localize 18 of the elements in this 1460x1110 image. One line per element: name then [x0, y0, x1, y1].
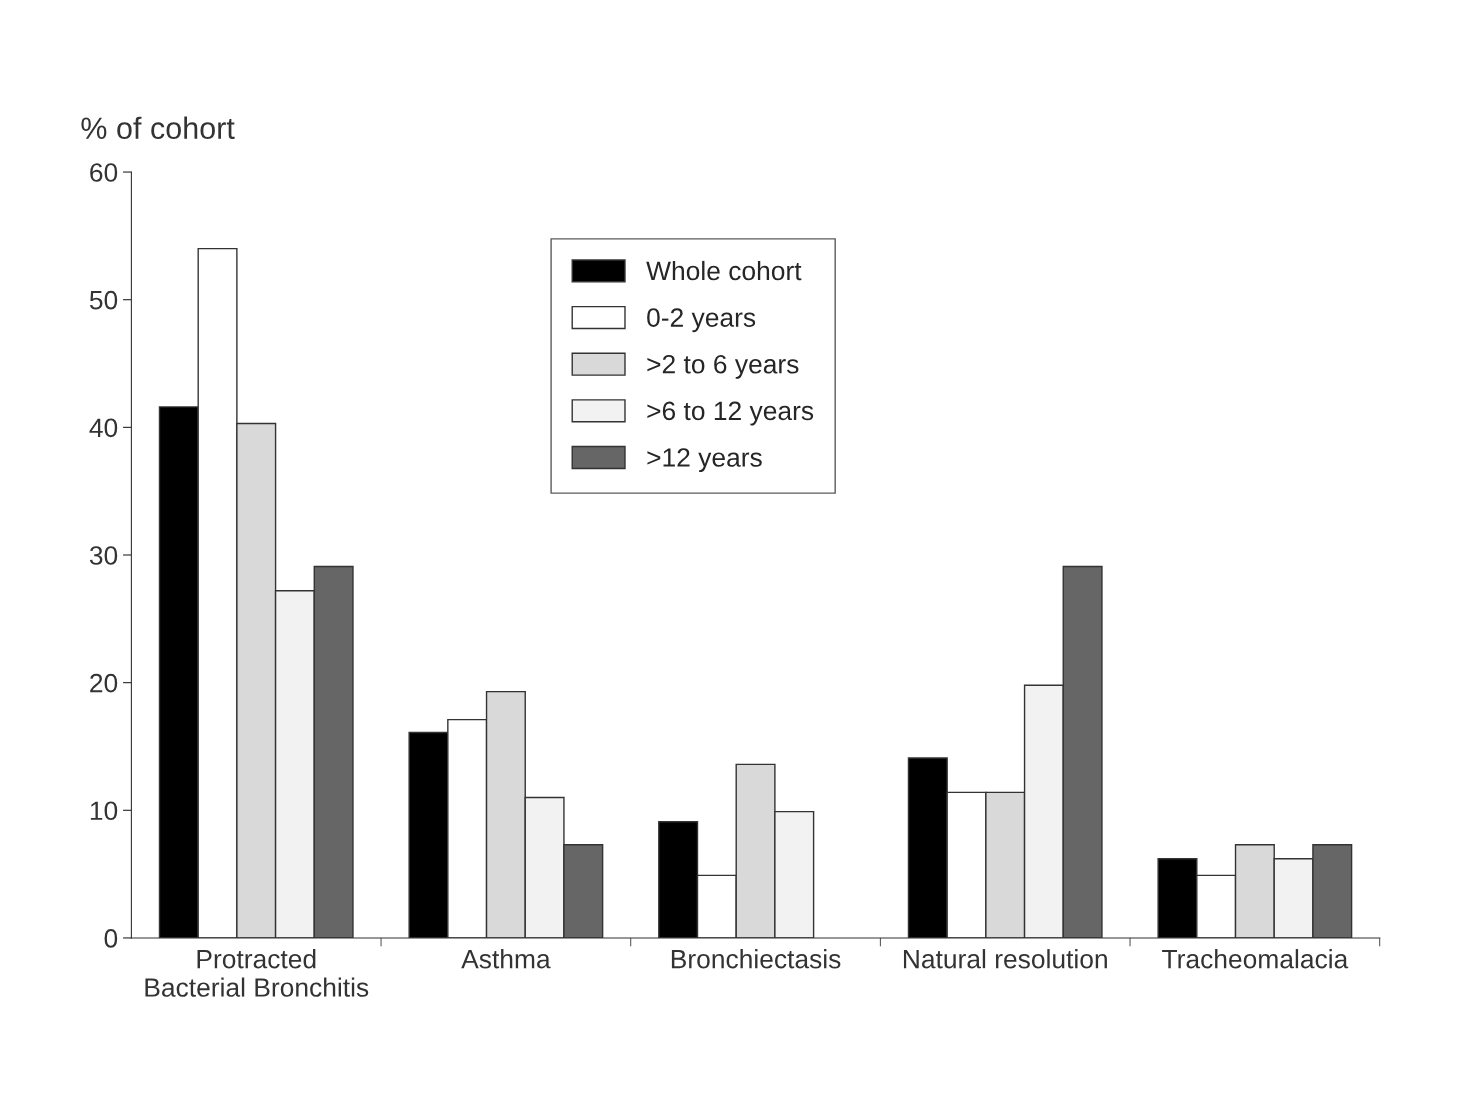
y-tick-label: 50 [89, 290, 118, 310]
legend-label: 0-2 years [647, 308, 756, 333]
x-tick-label: Asthma [461, 949, 551, 969]
legend-label: >12 years [647, 448, 762, 473]
legend-label: >6 to 12 years [647, 401, 814, 426]
x-tick-label: Bronchiectasis [671, 949, 841, 969]
x-tick-label: Protracted Bacterial Bronchitis [145, 949, 369, 997]
y-tick-label: 60 [90, 163, 118, 182]
y-tick-label: 10 [90, 801, 118, 821]
y-axis-title: % of cohort [81, 116, 235, 140]
x-tick-label: Tracheomalacia [1162, 949, 1349, 969]
y-tick-label: 40 [89, 418, 118, 438]
x-tick-label: Natural resolution [903, 949, 1107, 969]
y-tick-label: 0 [104, 929, 118, 948]
y-tick-label: 30 [89, 546, 118, 565]
legend-label: Whole cohort [646, 260, 802, 281]
legend-label: >2 to 6 years [647, 354, 799, 379]
y-tick-label: 20 [90, 673, 118, 693]
